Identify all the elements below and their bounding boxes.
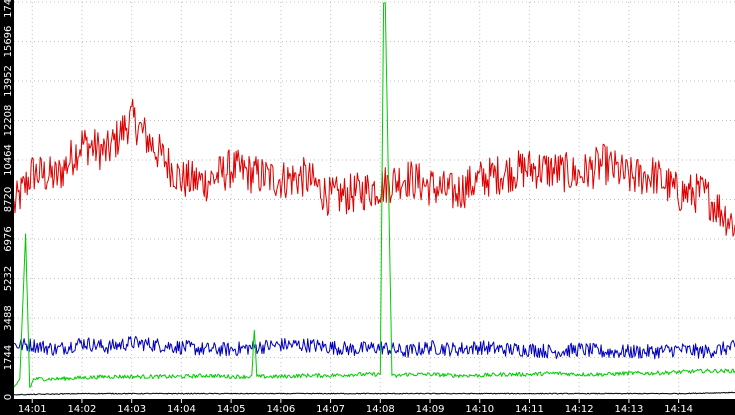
y-tick-label: 15696: [3, 26, 14, 58]
x-tick-label: 14:04: [167, 404, 196, 415]
x-tick-label: 14:07: [316, 404, 345, 415]
y-tick-label: 17440: [3, 0, 14, 18]
y-tick-label: 10464: [3, 144, 14, 176]
x-tick-label: 14:09: [416, 404, 445, 415]
x-tick-label: 14:12: [565, 404, 594, 415]
x-tick-label: 14:10: [465, 404, 494, 415]
series-line-2: [13, 335, 735, 360]
x-tick-label: 14:06: [266, 404, 295, 415]
series-lines: [13, 2, 735, 396]
y-tick-label: 0: [3, 394, 14, 400]
x-tick-label: 14:02: [68, 404, 97, 415]
y-tick-label: 1744: [3, 345, 14, 370]
y-tick-label: 3488: [3, 305, 14, 330]
y-tick-label: 5232: [3, 266, 14, 291]
series-line-3: [13, 2, 735, 388]
y-axis-ticks: 0 1744 3488 5232 6976 8720 10464 12208 13952 1569…: [3, 0, 14, 400]
x-axis-ticks: 14:01 14:02 14:03 14:04 14:05 14:06 14:07 14:08…: [18, 399, 693, 415]
x-axis-band: [0, 399, 735, 415]
grid-lines: [14, 1, 735, 399]
series-line-4: [13, 391, 735, 396]
x-tick-label: 14:13: [615, 404, 644, 415]
x-tick-label: 14:14: [664, 404, 693, 415]
y-tick-label: 8720: [3, 187, 14, 212]
series-line-1: [13, 98, 735, 237]
y-tick-label: 6976: [3, 226, 14, 251]
y-axis-band: [0, 0, 14, 415]
x-tick-label: 14:08: [366, 404, 395, 415]
x-tick-label: 14:11: [515, 404, 544, 415]
x-tick-label: 14:01: [18, 404, 47, 415]
y-tick-label: 12208: [3, 105, 14, 137]
x-tick-label: 14:03: [117, 404, 146, 415]
x-tick-label: 14:05: [217, 404, 246, 415]
y-tick-label: 13952: [3, 65, 14, 97]
